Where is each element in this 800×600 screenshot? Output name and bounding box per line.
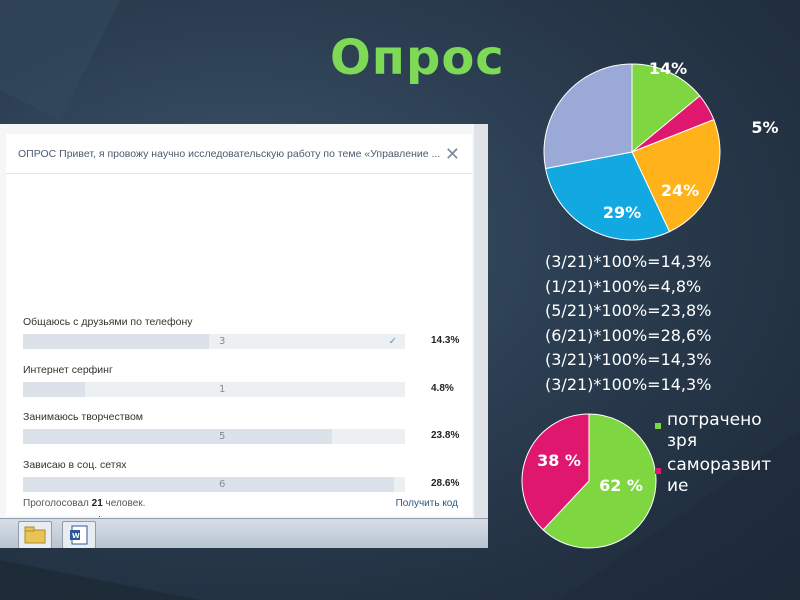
- get-code-link[interactable]: Получить код: [395, 498, 458, 509]
- legend-item: потрачено зря: [655, 410, 777, 452]
- formula-line: (3/21)*100%=14,3%: [545, 350, 712, 369]
- poll-option-label: Интернет серфинг: [23, 363, 113, 376]
- poll-screenshot: ОПРОС Привет, я провожу научно исследова…: [0, 124, 488, 548]
- pie-label: 29%: [603, 203, 641, 222]
- pie-legend: потрачено зря саморазвитие: [655, 410, 777, 497]
- poll-header: ОПРОС Привет, я провожу научно исследова…: [6, 134, 472, 174]
- poll-body: Общаюсь с друзьями по телефону 3 ✓ 14.3% Инт…: [6, 174, 472, 539]
- poll-option-percent: 4.8%: [431, 382, 454, 394]
- formula-line: (1/21)*100%=4,8%: [545, 276, 702, 296]
- check-icon: ✓: [388, 336, 397, 347]
- legend-swatch: [655, 468, 661, 474]
- voted-summary: Проголосовал 21 человек.: [23, 498, 145, 509]
- svg-text:W: W: [72, 532, 80, 540]
- taskbar: W: [0, 518, 488, 548]
- poll-footer: Проголосовал 21 человек. Получить код: [6, 494, 472, 516]
- poll-option[interactable]: Общаюсь с друзьями по телефону 3 ✓ 14.3%: [23, 314, 463, 349]
- pie-label: 62 %: [599, 476, 643, 495]
- voted-suffix: человек.: [105, 498, 146, 509]
- poll-option-fill: [23, 476, 395, 492]
- close-icon[interactable]: ✕: [444, 144, 460, 164]
- slide-title: Опрос: [330, 30, 505, 86]
- formula-list: (3/21)*100%=14,3% (1/21)*100%=4,8% (5/21…: [545, 250, 711, 397]
- word-icon[interactable]: W: [62, 521, 96, 548]
- legend-label: саморазвитие: [667, 455, 772, 496]
- screenshot-side-panel: [474, 124, 488, 524]
- formula-line: (5/21)*100%=23,8%: [545, 301, 712, 320]
- poll-option-fill: [23, 334, 209, 349]
- pie-label: 5%: [751, 118, 778, 137]
- poll-option-count: 1: [219, 383, 226, 395]
- poll-option-count: 3: [219, 336, 226, 347]
- pie-slice: [544, 151, 671, 241]
- formula-line: (3/21)*100%=14,3%: [545, 252, 712, 271]
- poll-option-label: Занимаюсь творчеством: [23, 411, 144, 423]
- pie-label: 14%: [649, 59, 687, 78]
- folder-icon[interactable]: [18, 521, 52, 548]
- pie-slice: [542, 413, 657, 549]
- poll-option-label: Зависаю в соц. сетях: [23, 458, 127, 471]
- poll-option-bar: 6: [23, 476, 405, 492]
- poll-option[interactable]: Занимаюсь творчеством 5 23.8%: [23, 409, 463, 444]
- poll-option-percent: 23.8%: [431, 430, 460, 441]
- legend-label: потрачено зря: [667, 410, 762, 451]
- voted-prefix: Проголосовал: [23, 498, 89, 509]
- poll-option-count: 5: [219, 431, 226, 442]
- poll-option-bar: 5: [23, 429, 405, 444]
- poll-option-bar: 1: [23, 381, 405, 397]
- legend-item: саморазвитие: [655, 455, 777, 497]
- pie-label: 38 %: [537, 451, 581, 470]
- poll-option-count: 6: [219, 478, 226, 490]
- legend-swatch: [655, 423, 661, 429]
- pie-chart-time: 62 % 38 %: [521, 413, 657, 549]
- pie-chart-activities: 14% 5% 24% 29%: [543, 59, 779, 241]
- pie-label: 24%: [661, 181, 699, 200]
- pie-slice: [543, 63, 633, 170]
- poll-option[interactable]: Зависаю в соц. сетях 6 28.6%: [23, 457, 463, 492]
- poll-header-text: ОПРОС Привет, я провожу научно исследова…: [18, 148, 441, 160]
- poll-option-fill: [23, 429, 333, 444]
- pie-slice: [631, 118, 721, 233]
- poll-option-bar: 3 ✓: [23, 334, 405, 349]
- voted-count: 21: [91, 498, 103, 509]
- poll-option-percent: 14.3%: [431, 335, 460, 346]
- poll-option[interactable]: Интернет серфинг 1 4.8%: [23, 362, 463, 397]
- formula-line: (3/21)*100%=14,3%: [545, 374, 712, 394]
- formula-line: (6/21)*100%=28,6%: [545, 325, 712, 345]
- poll-option-fill: [23, 381, 86, 397]
- poll-option-percent: 28.6%: [431, 477, 460, 489]
- pie-slice: [631, 63, 701, 154]
- poll-option-label: Общаюсь с друзьями по телефону: [23, 316, 193, 328]
- pie-slice: [521, 413, 590, 531]
